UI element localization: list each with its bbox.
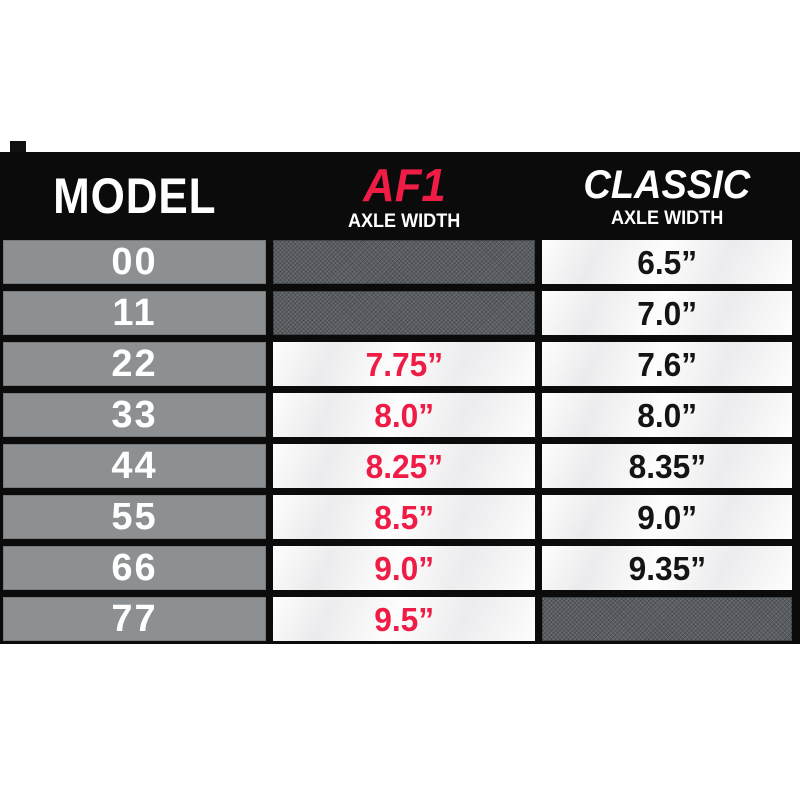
classic-value: 9.0” — [637, 498, 697, 536]
table-row: 22 7.75” 7.6” — [3, 342, 792, 386]
classic-column-title: CLASSIC — [583, 162, 751, 207]
model-cell: 33 — [3, 393, 266, 437]
af1-value: 9.0” — [374, 549, 434, 587]
table-row: 11 7.0” — [3, 291, 792, 335]
table-row: 33 8.0” 8.0” — [3, 393, 792, 437]
table-row: 77 9.5” — [3, 597, 792, 641]
af1-value-cell: 8.25” — [273, 444, 535, 488]
header-model: MODEL — [3, 171, 266, 221]
classic-value-cell: 6.5” — [542, 240, 792, 284]
classic-value: 7.0” — [637, 294, 697, 332]
table-header-row: MODEL AF1 AXLE WIDTH CLASSIC AXLE WIDTH — [3, 152, 792, 240]
header-af1: AF1 AXLE WIDTH — [273, 162, 535, 231]
model-cell: 22 — [3, 342, 266, 386]
af1-value-cell: 8.0” — [273, 393, 535, 437]
af1-value: 8.0” — [374, 396, 434, 434]
model-cell: 44 — [3, 444, 266, 488]
model-cell: 66 — [3, 546, 266, 590]
classic-value-cell: 8.35” — [542, 444, 792, 488]
af1-column-title: AF1 — [362, 158, 446, 211]
table-row: 00 6.5” — [3, 240, 792, 284]
table-row: 44 8.25” 8.35” — [3, 444, 792, 488]
classic-unavailable-cell — [542, 597, 792, 641]
classic-value-cell: 8.0” — [542, 393, 792, 437]
classic-value: 6.5” — [637, 243, 697, 281]
axle-width-size-table: MODEL AF1 AXLE WIDTH CLASSIC AXLE WIDTH … — [0, 152, 800, 644]
af1-value: 7.75” — [365, 345, 443, 383]
model-cell: 77 — [3, 597, 266, 641]
model-cell: 11 — [3, 291, 266, 335]
classic-value: 8.0” — [637, 396, 697, 434]
af1-unavailable-cell — [273, 291, 535, 335]
model-cell: 00 — [3, 240, 266, 284]
af1-value-cell: 7.75” — [273, 342, 535, 386]
af1-value-cell: 9.5” — [273, 597, 535, 641]
af1-value: 9.5” — [374, 600, 434, 638]
af1-value: 8.5” — [374, 498, 434, 536]
af1-unavailable-cell — [273, 240, 535, 284]
table-row: 55 8.5” 9.0” — [3, 495, 792, 539]
af1-value-cell: 9.0” — [273, 546, 535, 590]
af1-value-cell: 8.5” — [273, 495, 535, 539]
af1-column-subtitle: AXLE WIDTH — [347, 210, 461, 232]
classic-value-cell: 9.0” — [542, 495, 792, 539]
classic-value: 9.35” — [628, 549, 706, 587]
af1-value: 8.25” — [365, 447, 443, 485]
classic-column-subtitle: AXLE WIDTH — [610, 207, 724, 229]
model-cell: 55 — [3, 495, 266, 539]
header-classic: CLASSIC AXLE WIDTH — [542, 165, 792, 228]
classic-value-cell: 7.0” — [542, 291, 792, 335]
classic-value-cell: 9.35” — [542, 546, 792, 590]
classic-value: 8.35” — [628, 447, 706, 485]
paper-edge-mark — [10, 141, 26, 152]
model-column-title: MODEL — [52, 168, 217, 224]
table-body: 00 6.5” 11 7.0” 22 7.75” 7.6” 33 8.0” 8.… — [3, 240, 792, 641]
table-row: 66 9.0” 9.35” — [3, 546, 792, 590]
classic-value-cell: 7.6” — [542, 342, 792, 386]
classic-value: 7.6” — [637, 345, 697, 383]
